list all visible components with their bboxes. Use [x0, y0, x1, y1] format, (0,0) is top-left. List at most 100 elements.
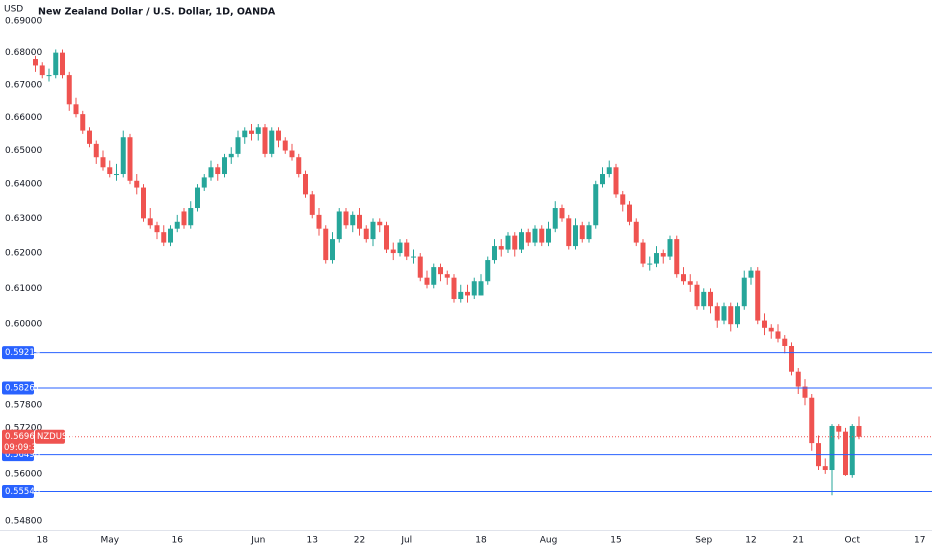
candle-body [330, 239, 335, 261]
candle-body [438, 267, 443, 275]
y-tick-label: 0.57800 [5, 401, 42, 411]
candle-body [370, 221, 376, 240]
candle-body [681, 274, 686, 282]
candle-body [606, 167, 612, 175]
candle-body [822, 466, 828, 471]
candle-body [107, 167, 113, 175]
candle-body [269, 130, 275, 154]
candle-body [255, 127, 261, 134]
candle-body [60, 52, 65, 76]
candle-body [802, 386, 808, 398]
price-tag [2, 381, 34, 395]
candle-body [134, 180, 140, 188]
candle-body [687, 281, 693, 285]
candle-body [384, 225, 389, 250]
candle-body [829, 425, 835, 471]
candle-body [755, 270, 761, 321]
candle-body [262, 127, 268, 154]
candle-body [559, 208, 565, 219]
y-tick-label: 0.60000 [5, 320, 42, 330]
y-tick-label: 0.66000 [5, 113, 42, 123]
candle-body [323, 228, 329, 261]
price-tag-label: 0.59219 [5, 348, 40, 358]
candle-body [174, 221, 180, 229]
x-tick-label: Oct [844, 536, 860, 546]
candle-body [795, 371, 801, 387]
candle-body [161, 232, 167, 243]
candle-body [363, 228, 369, 240]
x-tick-label: 22 [354, 536, 365, 546]
candle-body [579, 225, 585, 240]
candle-body [147, 218, 153, 226]
candle-body [73, 104, 79, 115]
candle-body [424, 277, 430, 285]
candle-body [431, 267, 437, 285]
candle-body [168, 228, 173, 243]
candle-body [303, 174, 308, 195]
candle-body [458, 291, 464, 300]
candle-body [789, 345, 794, 372]
candle-body [114, 174, 119, 176]
candle-body [701, 291, 707, 307]
candle-body [768, 327, 774, 332]
candle-body [498, 246, 504, 250]
candle-body [478, 281, 484, 296]
candle-body [525, 232, 531, 243]
candle-body [714, 306, 720, 321]
candle-body [127, 137, 133, 181]
candle-body [471, 281, 477, 296]
candle-body [492, 246, 497, 261]
candle-body [195, 187, 200, 209]
candle-body [546, 228, 551, 243]
candle-body [141, 187, 146, 219]
candle-body [640, 242, 646, 264]
x-tick-label: 18 [475, 536, 487, 546]
price-tag-label: 0.55548 [5, 487, 40, 497]
candle-body [721, 306, 727, 321]
candle-body [350, 214, 356, 226]
candle-body [566, 218, 572, 247]
candle-body [728, 306, 734, 325]
candle-body [208, 167, 214, 178]
candle-body [397, 242, 403, 254]
symbol-label: NZDUSD [37, 432, 74, 442]
candle-body [404, 242, 410, 257]
candle-body [316, 214, 322, 229]
candle-body [741, 277, 747, 307]
x-tick-label: Jun [250, 536, 265, 546]
candle-body [647, 263, 653, 265]
y-tick-label: 0.56000 [5, 469, 42, 479]
x-tick-label: 18 [37, 536, 49, 546]
candle-body [46, 75, 52, 77]
candle-body [856, 425, 862, 437]
candle-body [775, 331, 781, 339]
candle-body [633, 221, 639, 243]
candle-body [627, 204, 632, 222]
candle-body [377, 221, 383, 226]
candle-body [762, 320, 767, 328]
candle-body [282, 140, 288, 151]
candle-body [573, 225, 578, 247]
candle-body [849, 425, 855, 476]
last-price-tag [2, 429, 34, 454]
candle-body [80, 114, 86, 131]
candle-body [782, 338, 788, 346]
candle-body [667, 239, 673, 257]
candle-body [93, 143, 99, 158]
candle-body [309, 194, 315, 215]
x-tick-label: 15 [610, 536, 621, 546]
candle-body [532, 228, 538, 243]
candle-body [674, 239, 680, 275]
candle-body [809, 397, 815, 444]
y-tick-label: 0.57200 [5, 423, 42, 433]
symbol-tag [35, 429, 65, 444]
candle-body [289, 150, 295, 158]
candle-body [39, 65, 45, 76]
x-tick-label: 21 [793, 536, 804, 546]
countdown: 09:09:35 [4, 443, 42, 453]
candle-body [593, 184, 599, 226]
candle-body [519, 232, 524, 250]
candle-body [411, 256, 416, 258]
y-tick-label: 0.68000 [5, 48, 42, 58]
